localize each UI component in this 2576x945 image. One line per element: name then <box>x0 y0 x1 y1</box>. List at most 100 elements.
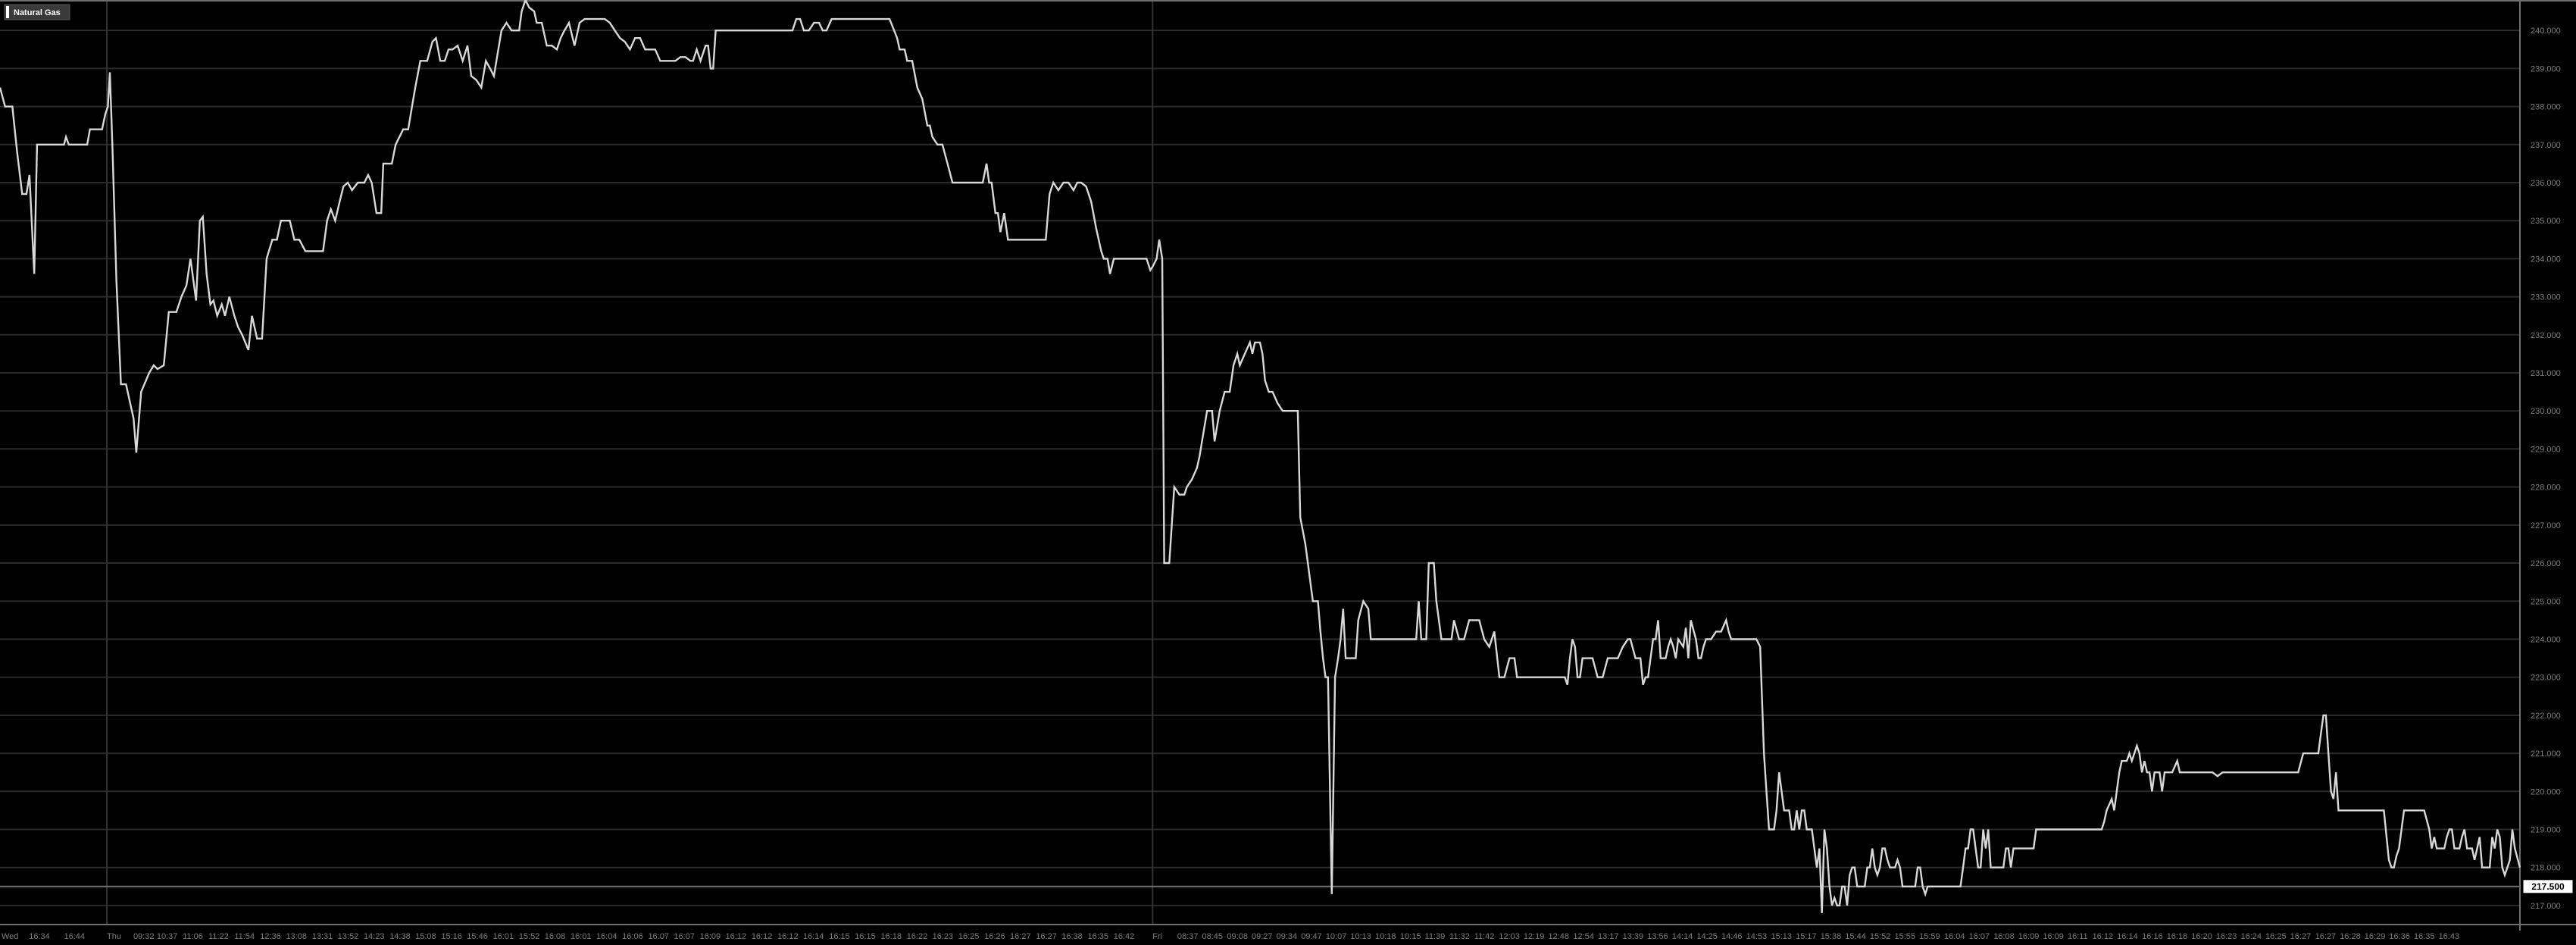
legend-entry[interactable]: Natural Gas <box>14 8 61 17</box>
x-tick-label: 16:29 <box>2365 932 2386 941</box>
x-tick-label: 16:08 <box>545 932 566 941</box>
y-tick-label: 230.000 <box>2531 407 2561 416</box>
y-tick-label: 221.000 <box>2531 749 2561 759</box>
x-tick-label: 16:15 <box>829 932 850 941</box>
x-tick-label: 09:47 <box>1301 932 1322 941</box>
x-tick-label: 16:09 <box>2018 932 2040 941</box>
x-tick-label: 16:16 <box>2142 932 2163 941</box>
x-tick-label: 13:17 <box>1598 932 1619 941</box>
y-tick-label: 235.000 <box>2531 217 2561 226</box>
y-tick-label: 225.000 <box>2531 597 2561 606</box>
x-tick-label: Fri <box>1152 932 1162 941</box>
x-tick-label: 16:18 <box>880 932 902 941</box>
x-tick-label: 14:53 <box>1746 932 1768 941</box>
x-tick-label: 15:46 <box>467 932 488 941</box>
x-tick-label: 11:06 <box>183 932 203 941</box>
x-tick-label: 13:56 <box>1647 932 1668 941</box>
y-tick-label: 222.000 <box>2531 712 2561 721</box>
x-tick-label: 16:22 <box>907 932 928 941</box>
x-tick-label: 16:07 <box>674 932 695 941</box>
x-tick-label: 16:23 <box>933 932 954 941</box>
x-tick-label: 16:27 <box>1010 932 1031 941</box>
x-tick-label: 15:13 <box>1771 932 1793 941</box>
x-tick-label: 16:23 <box>2216 932 2237 941</box>
last-price-box <box>2522 879 2574 894</box>
x-tick-label: 16:07 <box>648 932 669 941</box>
series-line-natural-gas <box>0 0 2521 913</box>
x-tick-label: 09:08 <box>1227 932 1248 941</box>
x-tick-label: 16:35 <box>1088 932 1109 941</box>
x-tick-label: 16:12 <box>2093 932 2114 941</box>
y-tick-label: 227.000 <box>2531 521 2561 530</box>
x-tick-label: 16:12 <box>726 932 747 941</box>
x-tick-label: 16:44 <box>64 932 85 941</box>
y-tick-label: 237.000 <box>2531 141 2561 150</box>
y-tick-label: 234.000 <box>2531 255 2561 264</box>
x-tick-label: 12:48 <box>1548 932 1569 941</box>
x-tick-label: 08:45 <box>1202 932 1224 941</box>
y-tick-label: 223.000 <box>2531 674 2561 683</box>
x-tick-label: 16:27 <box>2315 932 2337 941</box>
x-tick-label: 15:08 <box>415 932 436 941</box>
x-tick-label: 12:36 <box>260 932 281 941</box>
x-tick-label: 09:32 <box>133 932 155 941</box>
x-tick-label: 12:19 <box>1524 932 1545 941</box>
x-tick-label: 14:38 <box>389 932 411 941</box>
x-tick-label: 16:26 <box>984 932 1005 941</box>
y-tick-label: 224.000 <box>2531 635 2561 644</box>
x-tick-label: 09:27 <box>1252 932 1273 941</box>
x-tick-label: 16:11 <box>2068 932 2088 941</box>
legend-swatch <box>6 6 9 18</box>
x-tick-label: 16:01 <box>493 932 514 941</box>
x-tick-label: Wed <box>2 932 18 941</box>
x-tick-label: 16:09 <box>2043 932 2064 941</box>
x-tick-label: 14:23 <box>364 932 385 941</box>
x-tick-label: 11:39 <box>1425 932 1446 941</box>
x-tick-label: 12:54 <box>1573 932 1594 941</box>
x-tick-label: 15:52 <box>1870 932 1891 941</box>
x-tick-label: 16:24 <box>2240 932 2262 941</box>
legend-box[interactable] <box>4 4 70 20</box>
y-tick-label: 219.000 <box>2531 825 2561 834</box>
x-tick-label: 10:07 <box>1326 932 1347 941</box>
x-tick-label: 16:01 <box>571 932 592 941</box>
x-tick-label: 16:12 <box>777 932 799 941</box>
x-tick-label: 16:04 <box>596 932 617 941</box>
x-axis: Wed 16:34 16:44 Thu 09:32 10:37 11:06 11:22 11:5… <box>2 932 2459 941</box>
y-tick-label: 231.000 <box>2531 369 2561 378</box>
x-tick-label: 10:37 <box>157 932 178 941</box>
x-tick-label: 13:08 <box>286 932 308 941</box>
x-tick-label: 16:25 <box>2265 932 2287 941</box>
x-tick-label: 11:54 <box>234 932 255 941</box>
x-tick-label: 16:18 <box>2167 932 2188 941</box>
last-price-label: 217.500 <box>2531 881 2565 892</box>
x-tick-label: 16:06 <box>622 932 643 941</box>
y-tick-label: 232.000 <box>2531 331 2561 340</box>
last-price-marker: 217.500 <box>2522 879 2574 894</box>
x-tick-label: 16:35 <box>2414 932 2435 941</box>
x-tick-label: 16:27 <box>1036 932 1057 941</box>
x-tick-label: 16:04 <box>1944 932 1965 941</box>
x-tick-label: 09:34 <box>1277 932 1298 941</box>
x-tick-label: 16:15 <box>855 932 876 941</box>
grid-layer <box>0 0 2520 925</box>
x-tick-label: 11:32 <box>1449 932 1470 941</box>
x-tick-label: 16:25 <box>958 932 980 941</box>
x-tick-label: 11:42 <box>1474 932 1495 941</box>
y-tick-label: 239.000 <box>2531 64 2561 74</box>
x-tick-label: 16:12 <box>752 932 773 941</box>
legend[interactable]: Natural Gas <box>4 4 70 20</box>
x-tick-label: 16:36 <box>2389 932 2410 941</box>
x-tick-label: Thu <box>107 932 121 941</box>
x-tick-label: 16:28 <box>2340 932 2361 941</box>
x-tick-label: 14:25 <box>1696 932 1718 941</box>
x-tick-label: 16:27 <box>2290 932 2312 941</box>
x-tick-label: 15:52 <box>519 932 540 941</box>
x-tick-label: 14:14 <box>1672 932 1693 941</box>
x-tick-label: 16:43 <box>2439 932 2460 941</box>
x-tick-label: 16:34 <box>29 932 50 941</box>
